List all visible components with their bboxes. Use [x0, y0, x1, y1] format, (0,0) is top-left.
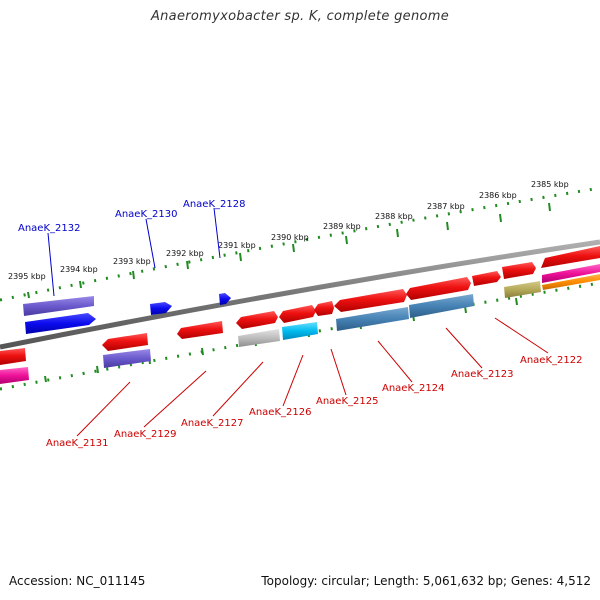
forward-strand-inner	[25, 277, 471, 334]
gene-label-bottom[interactable]: AnaeK_2124	[382, 383, 444, 394]
gene-arrow[interactable]	[406, 277, 471, 300]
gene-arrow[interactable]	[502, 262, 536, 279]
gene-arrow[interactable]	[334, 289, 407, 312]
gene-arrow[interactable]	[219, 293, 231, 305]
gene-arrow[interactable]	[236, 311, 278, 329]
gene-arrow[interactable]	[409, 294, 474, 318]
reverse-strand	[0, 281, 541, 384]
upper-axis-major-ticks	[27, 202, 551, 299]
gene-arrow[interactable]	[282, 322, 318, 340]
genome-backbone	[0, 239, 600, 350]
ruler-tick-label: 2391 kbp	[218, 241, 256, 250]
gene-label-top[interactable]: AnaeK_2130	[115, 209, 177, 220]
gene-label-bottom[interactable]: AnaeK_2131	[46, 438, 108, 449]
gene-arrow[interactable]	[177, 321, 223, 339]
ruler-tick-label: 2385 kbp	[531, 180, 569, 189]
ruler-tick-label: 2390 kbp	[271, 233, 309, 242]
ruler-tick-label: 2395 kbp	[8, 272, 46, 281]
ruler-tick-label: 2392 kbp	[166, 249, 204, 258]
ruler-tick-label: 2389 kbp	[323, 222, 361, 231]
gene-arrow[interactable]	[542, 274, 600, 290]
gene-label-bottom[interactable]: AnaeK_2125	[316, 396, 378, 407]
ruler-tick-label: 2393 kbp	[113, 257, 151, 266]
gene-arrow[interactable]	[542, 264, 600, 283]
ruler-tick-label: 2394 kbp	[60, 265, 98, 274]
genome-summary-text: Topology: circular; Length: 5,061,632 bp…	[261, 574, 591, 588]
gene-label-top[interactable]: AnaeK_2128	[183, 199, 245, 210]
gene-arrow[interactable]	[472, 271, 501, 286]
map-title: Anaeromyxobacter sp. K, complete genome	[150, 9, 450, 24]
gene-arrow[interactable]	[314, 301, 334, 316]
gene-arrow[interactable]	[504, 281, 541, 298]
gene-arrow[interactable]	[238, 329, 280, 347]
gene-arrow[interactable]	[0, 367, 29, 384]
top-callouts	[47, 207, 221, 297]
gene-arrow[interactable]	[102, 333, 148, 351]
gene-label-bottom[interactable]: AnaeK_2129	[114, 429, 176, 440]
gene-arrow[interactable]	[336, 307, 409, 331]
gene-label-bottom[interactable]: AnaeK_2122	[520, 355, 582, 366]
gene-label-top[interactable]: AnaeK_2132	[18, 223, 80, 234]
gene-label-bottom[interactable]: AnaeK_2123	[451, 369, 513, 380]
accession-text: Accession: NC_011145	[9, 574, 146, 588]
gene-arrow[interactable]	[23, 296, 94, 316]
gene-label-bottom[interactable]: AnaeK_2127	[181, 418, 243, 429]
gene-label-bottom[interactable]: AnaeK_2126	[249, 407, 311, 418]
bottom-callouts	[76, 317, 549, 437]
ruler-tick-label: 2386 kbp	[479, 191, 517, 200]
gene-arrow[interactable]	[279, 305, 316, 323]
gene-arrow[interactable]	[150, 302, 172, 315]
ruler-tick-label: 2388 kbp	[375, 212, 413, 221]
gene-arrow[interactable]	[0, 348, 26, 365]
gene-arrow[interactable]	[541, 246, 600, 268]
ruler-tick-label: 2387 kbp	[427, 202, 465, 211]
upper-axis-line	[0, 186, 600, 302]
forward-strand-outer	[23, 246, 600, 316]
gene-arrow[interactable]	[25, 313, 96, 334]
gene-arrow[interactable]	[103, 349, 151, 368]
